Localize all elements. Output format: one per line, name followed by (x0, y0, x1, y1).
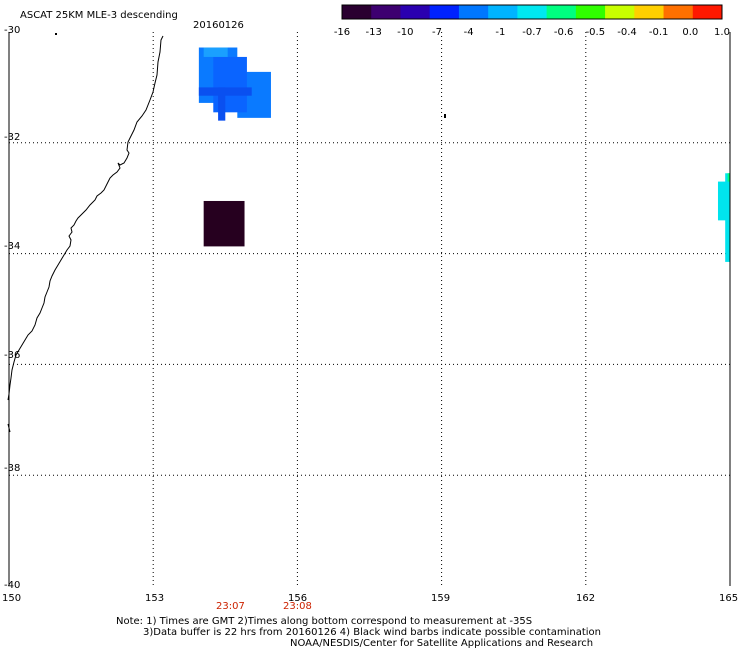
lon-label: 150 (2, 593, 22, 604)
colorbar-label: -4 (463, 27, 474, 38)
colorbar-swatch (429, 5, 460, 19)
land-speck (55, 33, 57, 35)
lat-label: -34 (4, 241, 21, 252)
colorbar-swatch (575, 5, 606, 19)
product-date: 20160126 (193, 20, 244, 31)
colorbar-label: -1 (495, 27, 506, 38)
lon-label: 156 (288, 593, 308, 604)
wind-speed-cell (727, 173, 730, 182)
time-label: 23:08 (283, 601, 312, 612)
colorbar-swatch (663, 5, 694, 19)
note-line-1: Note: 1) Times are GMT 2)Times along bot… (116, 616, 533, 627)
colorbar-swatch (400, 5, 431, 19)
credit-line: NOAA/NESDIS/Center for Satellite Applica… (290, 638, 594, 649)
product-title: ASCAT 25KM MLE-3 descending (20, 10, 178, 21)
island-mark (444, 114, 446, 118)
lat-label: -36 (4, 350, 21, 361)
colorbar-label: -13 (365, 27, 382, 38)
colorbar-label: 0.0 (682, 27, 699, 38)
wind-speed-cell (725, 173, 730, 262)
colorbar-label: -0.5 (585, 27, 606, 38)
colorbar-label: -0.1 (648, 27, 669, 38)
colorbar-swatch (605, 5, 635, 19)
wind-speed-cell (218, 87, 226, 121)
colorbar-label: -0.4 (617, 27, 637, 38)
colorbar-swatch (458, 5, 489, 19)
colorbar-swatch (488, 5, 518, 19)
colorbar-swatch (692, 5, 723, 19)
colorbar-label: -7 (432, 27, 442, 38)
colorbar-label: -10 (397, 27, 414, 38)
wind-speed-cell (203, 47, 228, 57)
lat-label: -40 (4, 580, 21, 591)
lon-label: 162 (576, 593, 596, 604)
time-label: 23:07 (216, 601, 245, 612)
colorbar-swatch (634, 5, 665, 19)
note-line-2: 3)Data buffer is 22 hrs from 20160126 4)… (143, 627, 601, 638)
colorbar-swatch (371, 5, 401, 19)
lon-label: 165 (719, 593, 739, 604)
lat-label: -38 (4, 463, 21, 474)
colorbar-swatch (546, 5, 577, 19)
coastline (7, 35, 164, 401)
lat-label: -30 (4, 25, 21, 36)
colorbar-frame (341, 4, 723, 20)
colorbar-label: 1.0 (714, 27, 730, 38)
colorbar-label: -0.7 (522, 27, 542, 38)
colorbar-label: -16 (333, 27, 351, 38)
colorbar-swatch (517, 5, 548, 19)
wind-speed-cell (203, 200, 245, 247)
lon-label: 153 (145, 593, 165, 604)
colorbar-label: -0.6 (553, 27, 574, 38)
lon-label: 159 (431, 593, 451, 604)
colorbar-swatch (342, 5, 372, 19)
lat-label: -32 (4, 132, 21, 143)
